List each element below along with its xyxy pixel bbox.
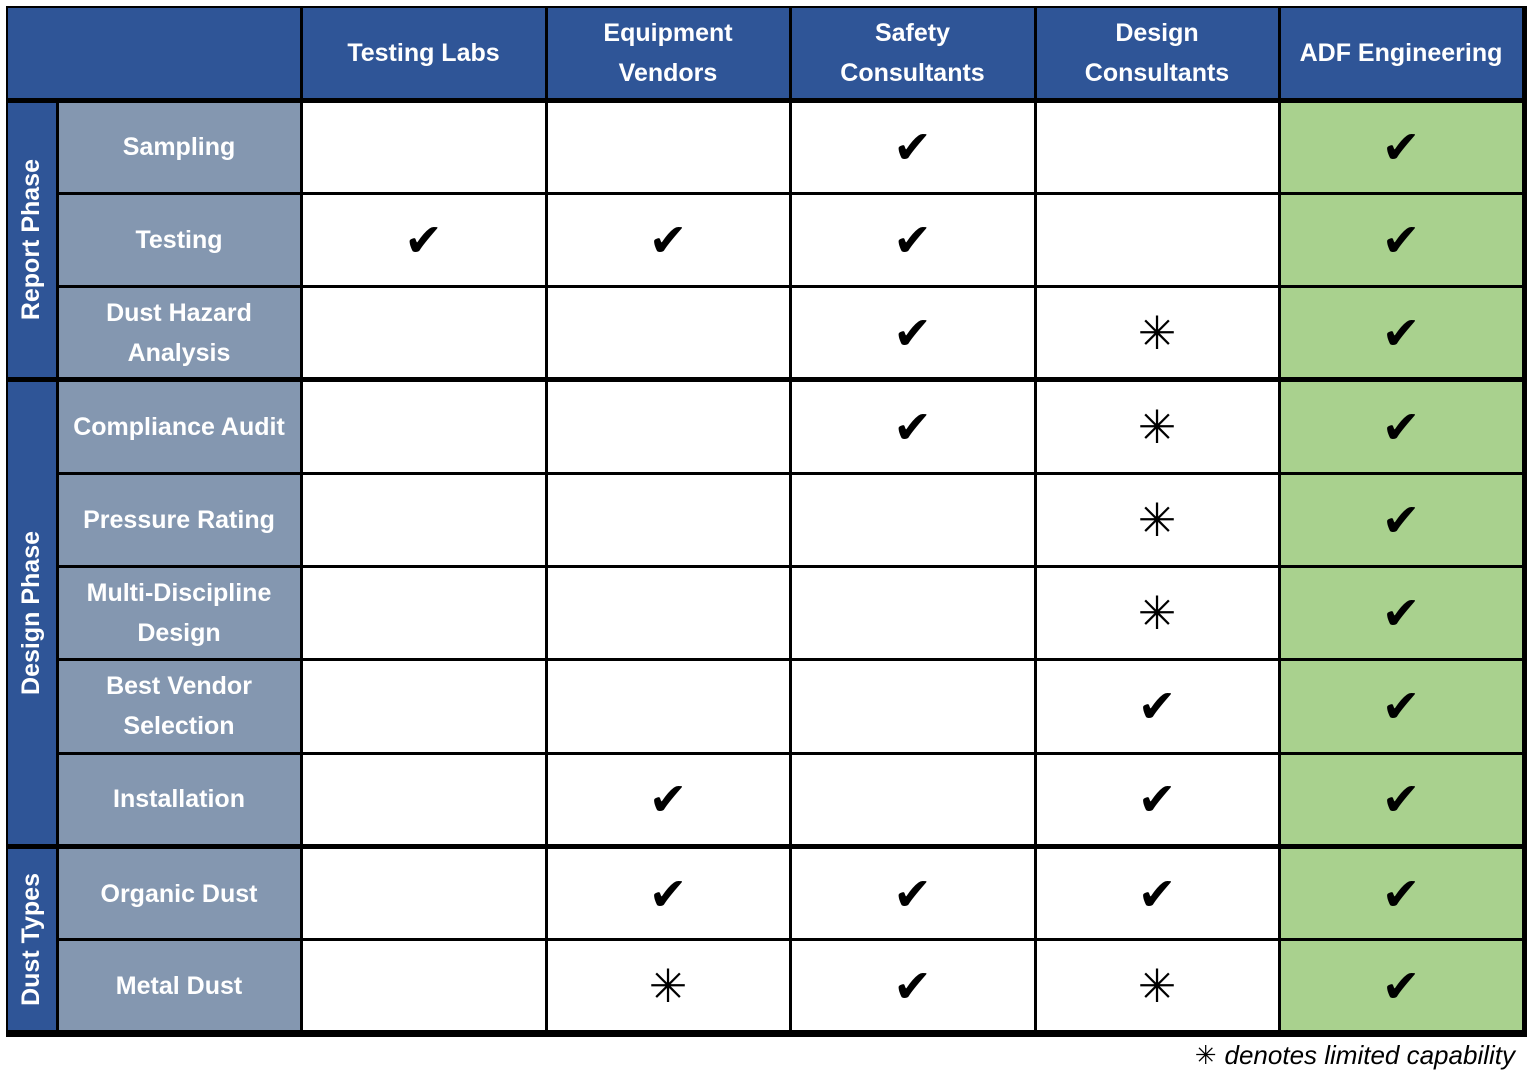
capability-cell: ✔ [1280,568,1522,659]
row-label: Installation [58,754,300,844]
column-header: ADF Engineering [1280,8,1522,98]
capability-cell: ✳ [1036,568,1278,659]
capability-cell [302,941,545,1031]
capability-cell: ✔ [1036,661,1278,752]
capability-cell: ✔ [1036,848,1278,939]
capability-cell: ✔ [791,194,1034,286]
capability-cell: ✔ [791,102,1034,192]
capability-cell: ✳ [1036,288,1278,378]
footnote-text: denotes limited capability [1224,1040,1516,1070]
capability-cell [547,474,789,565]
capability-table: Testing Labs Equipment Vendors Safety Cons… [6,6,1527,1037]
capability-cell: ✔ [1280,848,1522,939]
capability-cell: ✔ [791,382,1034,472]
capability-cell: ✔ [302,194,545,286]
capability-cell: ✔ [1036,754,1278,844]
capability-cell: ✔ [1280,102,1522,192]
capability-cell [302,661,545,752]
row-label: Pressure Rating [58,474,300,565]
capability-cell: ✔ [1280,382,1522,472]
group-label: Dust Types [8,848,56,1031]
group-label-text: Dust Types [17,873,46,1007]
capability-cell [547,288,789,378]
row-label: Best Vendor Selection [58,661,300,752]
capability-cell: ✔ [791,941,1034,1031]
capability-cell [791,661,1034,752]
capability-cell [547,102,789,192]
capability-cell: ✔ [1280,754,1522,844]
capability-cell: ✳ [547,941,789,1031]
capability-cell: ✳ [1036,474,1278,565]
capability-cell: ✔ [1280,194,1522,286]
capability-cell [302,382,545,472]
column-header: Testing Labs [302,8,545,98]
row-label: Compliance Audit [58,382,300,472]
row-label: Organic Dust [58,848,300,939]
capability-cell [302,754,545,844]
capability-cell [302,288,545,378]
capability-cell [302,568,545,659]
group-label: Report Phase [8,102,56,378]
capability-cell: ✔ [1280,661,1522,752]
capability-cell [547,568,789,659]
capability-cell [302,848,545,939]
capability-cell [1036,102,1278,192]
capability-cell [791,568,1034,659]
capability-cell: ✔ [547,194,789,286]
capability-cell: ✔ [1280,288,1522,378]
group-label-text: Report Phase [17,159,46,321]
group-label: Design Phase [8,382,56,844]
row-label: Testing [58,194,300,286]
capability-cell [1036,194,1278,286]
capability-cell [302,102,545,192]
header-corner [8,8,300,98]
footnote: ✳ denotes limited capability [1195,1040,1515,1071]
capability-cell [791,474,1034,565]
group-label-text: Design Phase [17,531,46,696]
capability-cell: ✔ [1280,474,1522,565]
column-header: Safety Consultants [791,8,1034,98]
row-label: Metal Dust [58,941,300,1031]
row-label: Multi-Discipline Design [58,568,300,659]
capability-cell [547,661,789,752]
capability-cell: ✳ [1036,382,1278,472]
footnote-symbol: ✳ [1194,1041,1217,1071]
column-header: Design Consultants [1036,8,1278,98]
column-header: Equipment Vendors [547,8,789,98]
capability-cell: ✔ [547,848,789,939]
row-label: Sampling [58,102,300,192]
capability-cell: ✔ [1280,941,1522,1031]
row-label: Dust Hazard Analysis [58,288,300,378]
capability-cell [302,474,545,565]
capability-cell: ✔ [547,754,789,844]
capability-cell [791,754,1034,844]
capability-cell: ✳ [1036,941,1278,1031]
capability-cell [547,382,789,472]
capability-cell: ✔ [791,848,1034,939]
capability-cell: ✔ [791,288,1034,378]
